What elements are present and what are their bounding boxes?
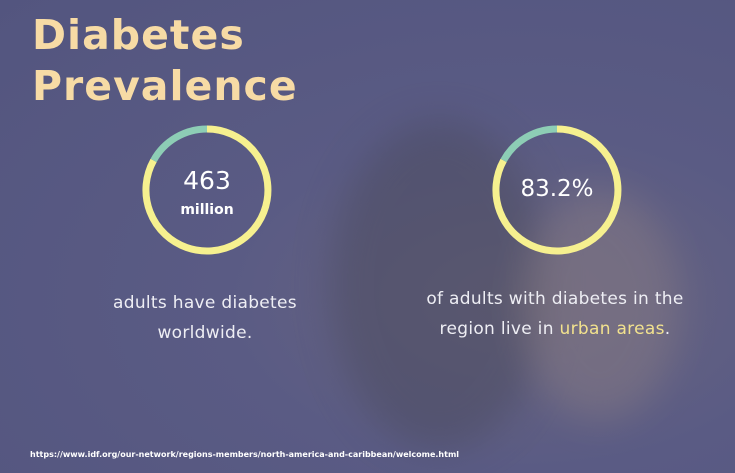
stat-description: of adults with diabetes in the region li… <box>425 284 685 344</box>
title-line: Prevalence <box>32 62 298 110</box>
source-url: https://www.idf.org/our-network/regions-… <box>30 450 460 459</box>
ring-arc <box>142 125 272 255</box>
highlight: urban areas <box>559 319 665 339</box>
title: Diabetes Prevalence <box>32 10 298 112</box>
ring <box>142 125 272 255</box>
text: of adults with diabetes in the region li… <box>426 289 684 339</box>
stat-description: adults have diabetes worldwide. <box>113 293 297 343</box>
ring-arc <box>150 125 208 163</box>
stat-unit: million <box>180 202 234 218</box>
stat-value: 463 <box>183 166 231 195</box>
text: . <box>664 319 671 339</box>
photo-bg <box>330 120 550 450</box>
title-line: Diabetes <box>32 11 245 59</box>
ring-arc <box>500 125 558 163</box>
stat-value: 83.2% <box>520 176 594 202</box>
ring-arc <box>492 125 622 255</box>
ring <box>492 125 622 255</box>
